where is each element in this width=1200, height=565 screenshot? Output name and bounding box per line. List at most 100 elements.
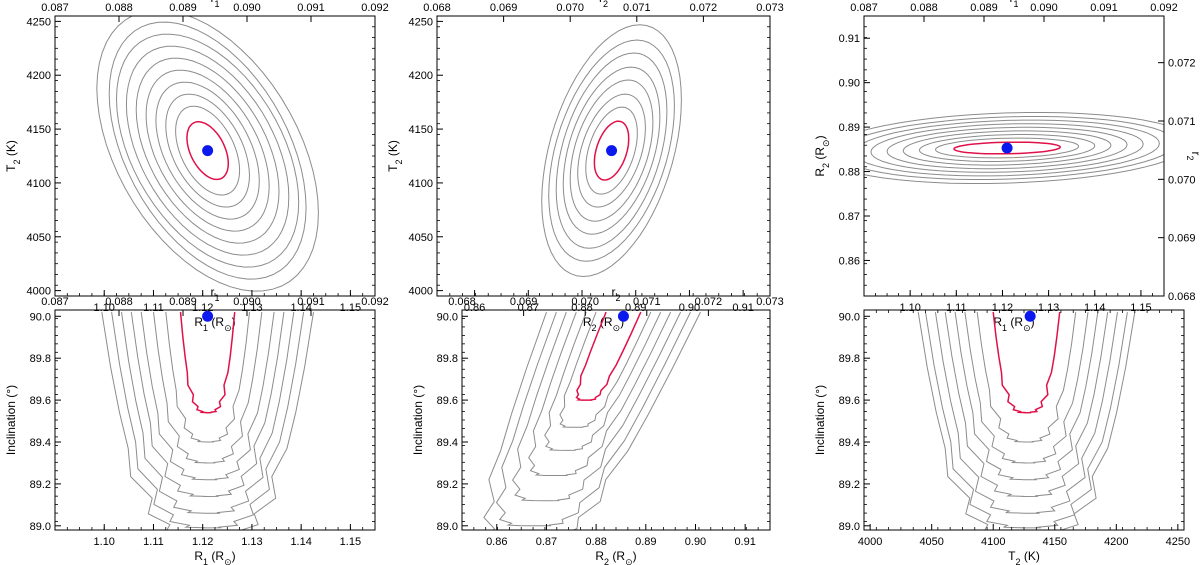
contour-level-best [186, 121, 230, 181]
panel-4: 1.10 1.11 1.12 1.13 1.14 1.15 89.0 89.2 89.4 89.6… [4, 285, 389, 565]
x-tick-label: 1.15 [340, 536, 361, 548]
x2-tick-label: 0.090 [233, 2, 261, 14]
x2-tick: 0.069 [490, 2, 517, 22]
contour-lines [864, 112, 1164, 184]
x-tick-label: 1.11 [143, 536, 164, 548]
contour-level-9 [108, 21, 307, 280]
x-tick-label: 1.15 [340, 302, 361, 314]
contour-level-2 [165, 312, 250, 443]
x2-axis-label: r2 [611, 285, 620, 303]
contour-level-9 [864, 112, 1164, 184]
x-tick: 0.91 [734, 524, 756, 548]
x-axis-label: R1 (R⊙) [194, 549, 235, 565]
y-tick-label: 89.8 [30, 353, 51, 365]
x2-axis-label: r1 [210, 285, 219, 303]
x2-tick-label: 0.087 [850, 2, 878, 14]
x-tick: 0.88 [585, 524, 607, 548]
x-tick-label: 1.10 [899, 302, 920, 314]
y-tick-label: 4050 [27, 232, 51, 244]
contour-level-8 [101, 312, 314, 530]
x2-tick-label: 0.071 [623, 2, 651, 14]
y-tick-label: 4000 [409, 286, 433, 298]
contour-level-3 [918, 134, 1096, 162]
contour-level-6 [934, 312, 1118, 514]
y-tick-label: 89.0 [30, 521, 51, 533]
y-tick-label: 0.86 [839, 255, 860, 267]
panel-2: 0.86 0.87 0.88 0.89 0.90 0.91 4000 4050 4100 4150… [386, 0, 784, 333]
contour-level-8 [541, 24, 682, 278]
y-tick: 89.4 [839, 437, 870, 449]
contour-level-best [953, 141, 1062, 155]
x-tick-label: 0.90 [685, 536, 706, 548]
x-tick-label: 0.87 [518, 302, 539, 314]
contour-lines [917, 312, 1136, 530]
contour-level-best [992, 312, 1061, 414]
x2-tick-label: 0.087 [41, 2, 69, 14]
x2-axis-label: r1 [1009, 0, 1018, 9]
contour-level-6 [121, 312, 295, 514]
contour-level-4 [902, 130, 1112, 166]
x-tick: 0.89 [625, 290, 646, 314]
y-tick-label: 4200 [27, 70, 51, 82]
x2-tick-label: 0.069 [510, 296, 538, 308]
x2-tick-label: 0.071 [633, 296, 661, 308]
contour-level-4 [140, 312, 275, 481]
contour-level-7 [548, 39, 675, 262]
x-tick-label: 1.15 [1130, 302, 1151, 314]
y2-tick-label: 0.072 [1168, 58, 1196, 70]
contour-level-3 [577, 93, 646, 208]
x-axis-label: R1 (R⊙) [194, 315, 235, 333]
x-tick: 0.89 [635, 524, 657, 548]
x-tick-label: 1.13 [241, 536, 262, 548]
y2-tick: 0.072 [1158, 58, 1196, 70]
x2-tick: 0.090 [1030, 2, 1058, 22]
contour-level-3 [544, 311, 662, 451]
y2-tick: 0.071 [1158, 116, 1196, 128]
x2-tick: 0.091 [1090, 2, 1118, 22]
y-tick: 89.2 [437, 479, 468, 491]
y-tick-label: 0.87 [839, 211, 860, 223]
x-tick-label: 1.10 [94, 536, 115, 548]
x-tick-label: 1.13 [1038, 302, 1059, 314]
y-tick: 4000 [27, 286, 61, 298]
x-axis-label: T2 (K) [1008, 549, 1040, 565]
contour-level-7 [125, 45, 290, 256]
y2-tick-label: 0.068 [1168, 291, 1196, 303]
x2-tick: 0.069 [510, 296, 538, 316]
x-tick-label: 4150 [1043, 536, 1067, 548]
y-tick: 4250 [409, 16, 443, 28]
y-tick-label: 4050 [409, 232, 433, 244]
y-tick-label: 89.8 [437, 353, 458, 365]
y-tick-label: 90.0 [839, 311, 860, 323]
x2-tick-label: 0.070 [556, 2, 584, 14]
x-tick-label: 1.11 [143, 302, 164, 314]
x2-tick: 0.091 [297, 2, 325, 22]
y2-axis-label: r2 [1185, 151, 1200, 160]
y-tick: 89.8 [30, 353, 61, 365]
y-tick: 89.0 [437, 521, 468, 533]
x2-tick-label: 0.092 [1150, 2, 1178, 14]
best-fit-point [606, 145, 618, 157]
x-axis-label: R1 (R⊙) [993, 315, 1034, 333]
x-tick-label: 1.12 [992, 302, 1013, 314]
y-axis-label: R2 (R⊙) [813, 135, 831, 176]
contour-level-6 [135, 57, 280, 244]
contour-level-8 [115, 33, 300, 268]
y-tick: 89.0 [839, 521, 870, 533]
x-tick: 0.86 [464, 290, 485, 314]
x2-tick-label: 0.087 [41, 296, 69, 308]
x2-tick-label: 0.068 [448, 296, 476, 308]
x2-tick: 0.072 [695, 296, 722, 316]
x-tick-label: 1.12 [192, 536, 213, 548]
x-tick-label: 0.91 [734, 536, 755, 548]
x-tick-label: 0.89 [635, 536, 656, 548]
contour-level-6 [870, 123, 1144, 173]
x2-tick-label: 0.073 [756, 296, 784, 308]
y-axis-label: T2 (K) [4, 140, 22, 172]
contour-level-best [575, 311, 642, 401]
contour-level-2 [585, 106, 638, 195]
x2-tick-label: 0.068 [423, 2, 451, 14]
y-tick: 4050 [27, 232, 61, 244]
contour-level-4 [954, 312, 1099, 481]
y-tick: 4250 [27, 16, 61, 28]
